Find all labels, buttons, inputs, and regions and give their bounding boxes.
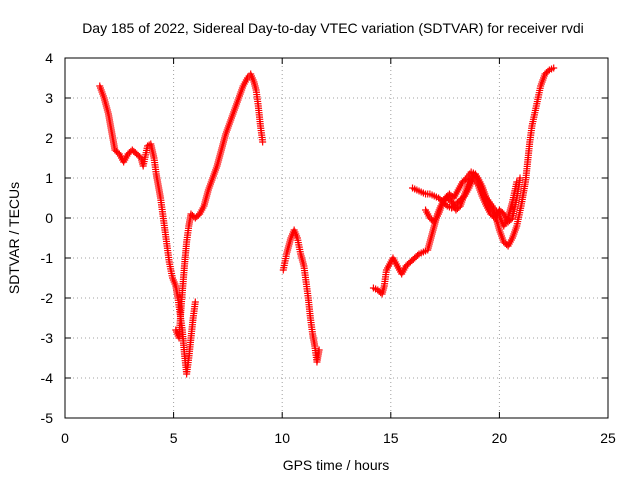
x-tick-labels: 0 5 10 15 20 25 bbox=[61, 430, 616, 446]
y-tick-label: -5 bbox=[41, 410, 54, 426]
data-point bbox=[191, 298, 199, 306]
y-tick-label: -1 bbox=[41, 250, 54, 266]
chart-title: Day 185 of 2022, Sidereal Day-to-day VTE… bbox=[82, 20, 584, 36]
data-point bbox=[550, 64, 558, 72]
plot-frame bbox=[64, 57, 609, 419]
y-tick-label: 3 bbox=[45, 90, 53, 106]
y-tick-label: -2 bbox=[41, 290, 54, 306]
x-tick-label: 25 bbox=[600, 430, 616, 446]
gridlines bbox=[65, 58, 608, 418]
data-points bbox=[96, 64, 558, 378]
x-tick-label: 10 bbox=[274, 430, 290, 446]
x-axis-title: GPS time / hours bbox=[283, 457, 390, 473]
axis-ticks bbox=[64, 57, 609, 419]
y-tick-label: -4 bbox=[41, 370, 54, 386]
x-tick-label: 5 bbox=[170, 430, 178, 446]
data-point bbox=[516, 174, 524, 182]
data-point bbox=[544, 67, 552, 75]
data-point bbox=[259, 138, 267, 146]
data-point bbox=[414, 251, 422, 259]
y-tick-label: -3 bbox=[41, 330, 54, 346]
y-tick-label: 1 bbox=[45, 170, 53, 186]
y-tick-label: 0 bbox=[45, 210, 53, 226]
data-point bbox=[513, 178, 521, 186]
data-point bbox=[315, 346, 323, 354]
x-tick-label: 20 bbox=[492, 430, 508, 446]
y-tick-labels: -5 -4 -3 -2 -1 0 1 2 3 4 bbox=[41, 50, 54, 426]
y-axis-title: SDTVAR / TECUs bbox=[6, 182, 22, 294]
x-tick-label: 15 bbox=[383, 430, 399, 446]
y-tick-label: 4 bbox=[45, 50, 53, 66]
y-tick-label: 2 bbox=[45, 130, 53, 146]
x-tick-label: 0 bbox=[61, 430, 69, 446]
